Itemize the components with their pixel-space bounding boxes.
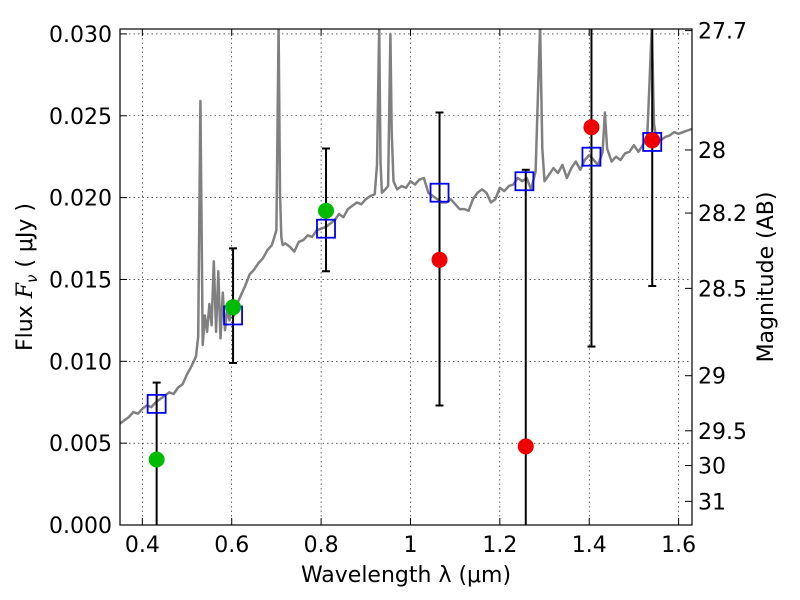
non-detection-point — [644, 132, 661, 149]
plot-background — [120, 29, 692, 525]
x-tick-label: 0.4 — [125, 533, 160, 558]
x-tick-label: 1.6 — [661, 533, 696, 558]
y-tick-label: 0.030 — [49, 23, 112, 48]
x-tick-label: 1 — [403, 533, 417, 558]
detection-point — [225, 299, 242, 316]
plot-series — [120, 29, 692, 525]
x-axis-title: Wavelength λ (μm) — [301, 563, 511, 588]
x-tick-label: 1.2 — [482, 533, 517, 558]
y-tick-label: 0.020 — [49, 187, 112, 212]
right-tick-label: 29 — [698, 365, 726, 390]
y-tick-label: 0.025 — [49, 105, 112, 130]
model-flux-marker — [581, 146, 602, 167]
template-spectrum-line — [120, 29, 692, 425]
non-detection-point — [517, 438, 534, 455]
non-detection-point — [431, 251, 448, 268]
plot-frame — [119, 28, 693, 526]
right-tick-label: 30 — [698, 455, 726, 480]
y-axis-title-symbol: F — [13, 282, 38, 299]
model-flux-marker — [316, 218, 336, 239]
x-tick-label: 1.4 — [572, 533, 607, 558]
non-detection-point — [583, 119, 600, 136]
model-flux-marker — [514, 171, 535, 192]
x-tick-label: 0.6 — [214, 533, 249, 558]
model-flux-marker — [429, 182, 450, 203]
right-axis-title: Magnitude (AB) — [754, 192, 779, 363]
model-flux-marker — [146, 393, 167, 414]
y-tick-label: 0.005 — [49, 432, 112, 457]
y-tick-label: 0.015 — [49, 268, 112, 293]
detection-point — [148, 451, 165, 468]
plot-area — [120, 29, 692, 525]
right-tick-label: 28 — [698, 139, 726, 164]
right-tick-label: 27.7 — [698, 20, 747, 45]
axis-ticks: 0.4 0.6 0.8 1 1.2 1.4 1.6 0.000 0.005 0.010 0.015 0… — [49, 20, 747, 558]
y-tick-label: 0.010 — [49, 350, 112, 375]
y-axis-title-prefix: Flux — [13, 298, 38, 351]
x-tick-label: 0.8 — [304, 533, 339, 558]
y-axis-title-suffix: ( μJy ) — [13, 203, 38, 275]
right-tick-label: 28.5 — [698, 277, 747, 302]
right-tick-label: 28.2 — [698, 202, 747, 227]
y-axis-title: Flux Fν ( μJy ) — [13, 203, 41, 351]
y-axis-title-subscript: ν — [23, 275, 41, 283]
detection-point — [318, 202, 335, 219]
right-tick-label: 29.5 — [698, 420, 747, 445]
right-tick-label: 31 — [698, 490, 726, 515]
y-tick-label: 0.000 — [49, 514, 112, 539]
